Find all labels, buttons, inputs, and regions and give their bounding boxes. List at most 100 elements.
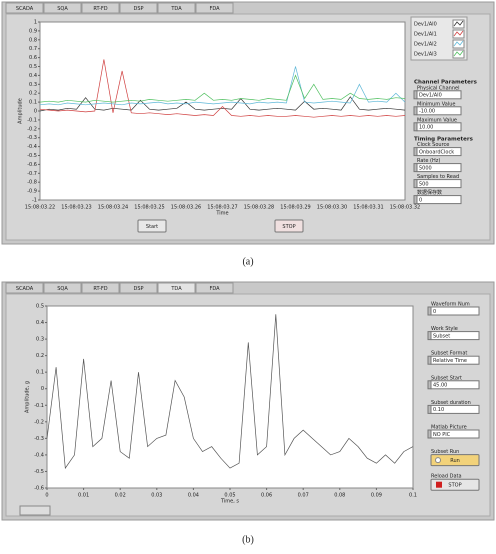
input-value: 10.00 bbox=[419, 125, 433, 131]
legend-line bbox=[453, 20, 464, 27]
control-label: Samples to Read bbox=[417, 174, 459, 180]
y-axis-label: Amplitude, g bbox=[25, 381, 31, 413]
tab[interactable] bbox=[81, 2, 120, 14]
tab[interactable] bbox=[43, 282, 82, 294]
caption: (a) bbox=[242, 256, 253, 267]
spinner[interactable] bbox=[427, 404, 432, 414]
plot-area-b bbox=[46, 305, 414, 489]
y-tick-label: -0.7 bbox=[27, 171, 37, 177]
tab[interactable] bbox=[81, 282, 120, 294]
spinner[interactable] bbox=[413, 147, 418, 157]
spinner[interactable] bbox=[427, 331, 432, 341]
x-tick-label: 15:08:03.25 bbox=[134, 205, 164, 211]
x-tick-label: 0.09 bbox=[371, 493, 382, 499]
input-value: 0 bbox=[433, 309, 436, 315]
y-tick-label: 0.5 bbox=[29, 64, 37, 70]
tab[interactable] bbox=[43, 2, 82, 14]
x-tick-label: 15:08:03.27 bbox=[207, 205, 237, 211]
tab[interactable] bbox=[119, 282, 158, 294]
button[interactable] bbox=[137, 219, 167, 233]
spinner[interactable] bbox=[413, 163, 418, 173]
series-line bbox=[39, 66, 406, 106]
y-tick-label: -0.2 bbox=[34, 419, 44, 425]
control-label: Minimum Value bbox=[417, 101, 456, 107]
tab-label: SCADA bbox=[16, 6, 34, 12]
button-label: STOP bbox=[448, 483, 461, 489]
control-label: Physical Channel bbox=[417, 85, 459, 91]
spinner[interactable] bbox=[427, 355, 432, 365]
y-tick-label: 0.1 bbox=[29, 100, 37, 106]
spinner[interactable] bbox=[427, 380, 432, 390]
tab[interactable] bbox=[195, 282, 234, 294]
input-value: 0 bbox=[419, 197, 422, 203]
tab[interactable] bbox=[195, 2, 234, 14]
caption: (b) bbox=[242, 534, 254, 545]
control-label: Subset Run bbox=[431, 449, 459, 455]
control-label: Maximum Value bbox=[417, 117, 457, 123]
x-tick-label: 0.06 bbox=[261, 493, 272, 499]
y-tick-label: -0.6 bbox=[27, 162, 37, 168]
x-tick-label: 0.03 bbox=[151, 493, 162, 499]
button[interactable] bbox=[274, 219, 304, 233]
tab-label: TDA bbox=[170, 6, 182, 12]
input-value: OnboardClock bbox=[419, 149, 454, 155]
x-tick-label: 15:08:03.31 bbox=[353, 205, 383, 211]
tab[interactable] bbox=[119, 2, 158, 14]
input-value: Subset bbox=[433, 333, 450, 339]
control-label: Waveform Num bbox=[431, 302, 470, 308]
tab-label: SCADA bbox=[16, 286, 34, 292]
button-label: Start bbox=[146, 224, 158, 230]
tab[interactable] bbox=[157, 2, 196, 14]
x-tick-label: 15:08:03.26 bbox=[171, 205, 201, 211]
y-tick-label: -1 bbox=[32, 198, 37, 204]
tab[interactable] bbox=[157, 282, 196, 294]
legend-label: Dev1/AI0 bbox=[414, 22, 437, 28]
y-tick-label: 0 bbox=[34, 109, 37, 115]
tab-label: DSP bbox=[133, 6, 143, 12]
x-tick-label: 15:08:03.29 bbox=[280, 205, 310, 211]
control-label: 数据保存数 bbox=[417, 189, 442, 196]
control-label: Subset Start bbox=[431, 375, 462, 381]
control-label: Matlab Picture bbox=[431, 425, 467, 431]
x-tick-label: 0.08 bbox=[334, 493, 345, 499]
button[interactable] bbox=[430, 454, 480, 467]
x-tick-label: 0.07 bbox=[298, 493, 309, 499]
y-tick-label: -0.4 bbox=[34, 452, 44, 458]
legend-label: Dev1/AI2 bbox=[414, 42, 437, 48]
spinner[interactable] bbox=[427, 306, 432, 316]
series-line bbox=[46, 314, 414, 470]
y-axis-label: Amplitude bbox=[18, 98, 24, 124]
y-tick-label: 0.3 bbox=[36, 337, 44, 343]
sheet-tab bbox=[19, 505, 51, 516]
tab-label: RT-FD bbox=[93, 6, 107, 12]
spinner[interactable] bbox=[413, 122, 418, 132]
spinner[interactable] bbox=[413, 106, 418, 116]
control-label: Subset Format bbox=[431, 351, 467, 357]
y-tick-label: 0.3 bbox=[29, 82, 37, 88]
spinner[interactable] bbox=[413, 179, 418, 189]
tab-label: FDA bbox=[209, 286, 220, 292]
y-tick-label: 0.8 bbox=[29, 37, 37, 43]
tab[interactable] bbox=[5, 282, 44, 294]
section-heading: Channel Parameters bbox=[414, 80, 478, 86]
input-value: -10.00 bbox=[419, 109, 435, 115]
input-value: NO PIC bbox=[433, 432, 451, 438]
input-box[interactable] bbox=[416, 195, 462, 205]
x-tick-label: 0.02 bbox=[115, 493, 126, 499]
y-tick-label: 0.4 bbox=[29, 73, 37, 79]
spinner[interactable] bbox=[413, 90, 418, 100]
run-icon bbox=[435, 457, 441, 464]
y-tick-label: 0 bbox=[41, 386, 44, 392]
spinner[interactable] bbox=[413, 195, 418, 205]
input-value: 500 bbox=[419, 181, 429, 187]
spinner[interactable] bbox=[427, 429, 432, 439]
button[interactable] bbox=[430, 478, 480, 491]
legend-label: Dev1/AI1 bbox=[414, 32, 437, 38]
input-box[interactable] bbox=[430, 306, 480, 316]
tab[interactable] bbox=[5, 2, 44, 14]
y-tick-label: -0.2 bbox=[27, 126, 37, 132]
y-tick-label: -0.5 bbox=[34, 469, 44, 475]
button-label: Run bbox=[450, 458, 460, 464]
